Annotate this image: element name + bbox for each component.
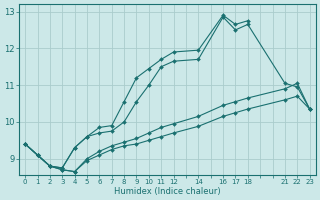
X-axis label: Humidex (Indice chaleur): Humidex (Indice chaleur) [114, 187, 221, 196]
